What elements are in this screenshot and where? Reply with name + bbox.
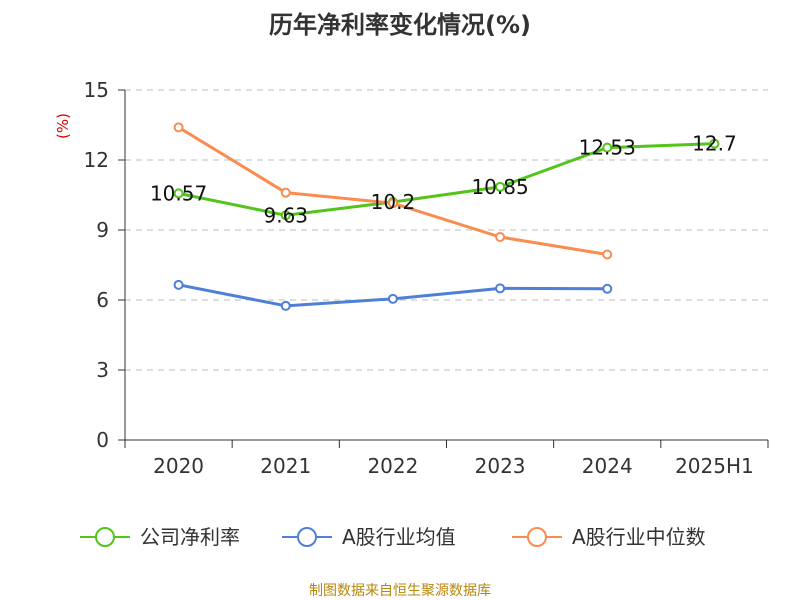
data-point bbox=[602, 142, 613, 153]
y-tick-label: 12 bbox=[84, 148, 109, 172]
data-label: 10.85 bbox=[471, 175, 528, 199]
series-line-1 bbox=[177, 142, 716, 217]
legend: 公司净利率 A股行业均值 A股行业中位数 bbox=[80, 525, 706, 549]
data-point bbox=[280, 187, 291, 198]
grid-lines bbox=[125, 89, 768, 371]
x-tick-label: 2021 bbox=[260, 454, 311, 478]
axes: 0 3 6 9 12 15 2020 2021 2022 2023 2024 2025H1 bbox=[84, 78, 769, 478]
x-tick-label: 2020 bbox=[153, 454, 204, 478]
x-tick-label: 2024 bbox=[582, 454, 633, 478]
data-point bbox=[387, 293, 398, 304]
x-tick-label: 2022 bbox=[367, 454, 418, 478]
source-note: 制图数据来自恒生聚源数据库 bbox=[309, 583, 491, 599]
legend-swatch-marker bbox=[95, 527, 115, 547]
data-point bbox=[495, 283, 506, 294]
data-point bbox=[495, 181, 506, 192]
legend-label: A股行业中位数 bbox=[572, 525, 706, 549]
data-label: 10.57 bbox=[150, 181, 207, 205]
data-point bbox=[173, 188, 184, 199]
x-tick-label: 2025H1 bbox=[675, 454, 754, 478]
data-point bbox=[387, 198, 398, 209]
chart-title: 历年净利率变化情况(%) bbox=[269, 11, 531, 39]
legend-label: A股行业均值 bbox=[342, 525, 456, 549]
y-tick-label: 0 bbox=[96, 428, 109, 452]
data-label: 10.2 bbox=[371, 190, 416, 214]
data-labels: 10.57 9.63 10.2 10.85 12.53 12.7 bbox=[150, 132, 737, 228]
x-tick-label: 2023 bbox=[475, 454, 526, 478]
legend-label: 公司净利率 bbox=[140, 525, 240, 549]
data-point bbox=[173, 279, 184, 290]
data-point bbox=[280, 210, 291, 221]
data-point bbox=[709, 138, 720, 149]
data-point bbox=[602, 249, 613, 260]
data-label: 9.63 bbox=[263, 203, 308, 227]
y-axis-unit-label: (%) bbox=[54, 113, 72, 139]
y-tick-label: 9 bbox=[96, 218, 109, 242]
y-tick-label: 3 bbox=[96, 358, 109, 382]
data-label: 12.7 bbox=[692, 132, 737, 156]
data-point bbox=[280, 300, 291, 311]
legend-swatch-marker bbox=[297, 527, 317, 547]
data-point bbox=[173, 122, 184, 133]
y-tick-label: 6 bbox=[96, 288, 109, 312]
legend-swatch-marker bbox=[527, 527, 547, 547]
series-layer bbox=[173, 122, 720, 311]
data-point bbox=[602, 283, 613, 294]
data-point bbox=[495, 232, 506, 242]
data-label: 12.53 bbox=[579, 136, 636, 160]
y-tick-label: 15 bbox=[84, 78, 109, 102]
